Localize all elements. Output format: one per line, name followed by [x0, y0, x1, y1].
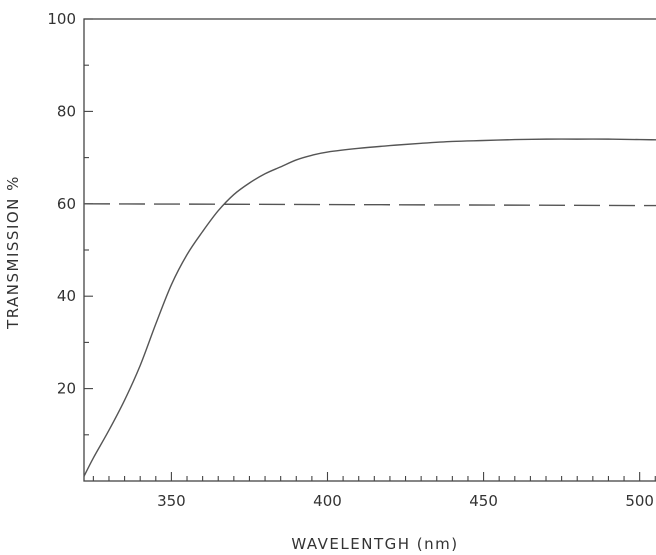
x-tick-label: 500 [625, 492, 654, 510]
x-axis-label: WAVELENTGH (nm) [291, 535, 458, 553]
y-axis-label: TRANSMISSION % [4, 175, 22, 330]
plot-frame [83, 18, 656, 482]
y-tick-label: 80 [57, 102, 76, 120]
axis-tick-labels: 350 400 450 500 20 40 60 80 100 [47, 10, 654, 510]
transmission-curve [83, 138, 656, 477]
x-tick-label: 350 [157, 492, 186, 510]
y-tick-label: 40 [57, 287, 76, 305]
axis-ticks [84, 18, 656, 481]
x-tick-label: 450 [469, 492, 498, 510]
x-tick-label: 400 [313, 492, 342, 510]
y-tick-label: 100 [47, 10, 76, 28]
y-tick-label: 20 [57, 380, 76, 398]
data-series [83, 138, 656, 477]
y-tick-label: 60 [57, 195, 76, 213]
dashed-reference-line [83, 203, 656, 207]
